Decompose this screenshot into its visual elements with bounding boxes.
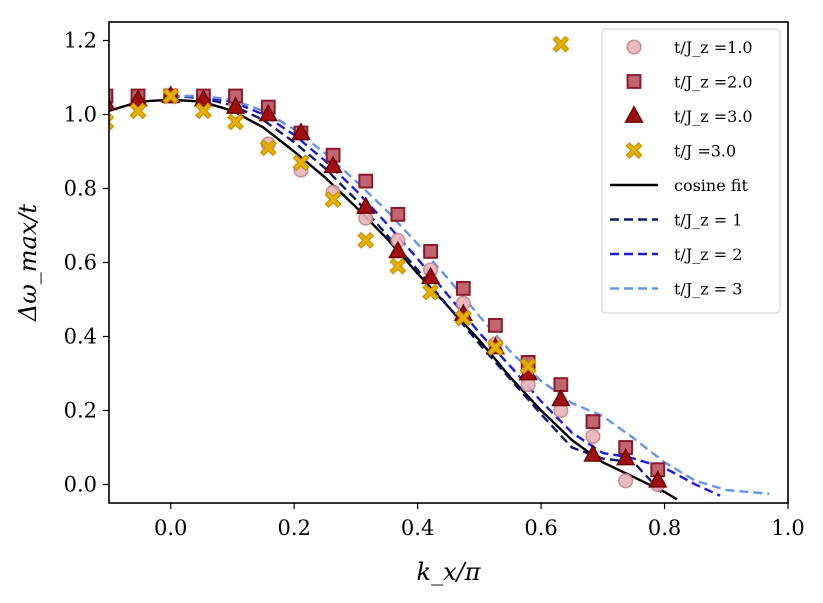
series-markers-3 [109,35,570,375]
legend-label-7: t/J_z = 3 [674,280,742,299]
data-point [585,428,601,444]
data-point [258,103,278,122]
x-tick-label: 0.2 [277,516,310,540]
data-point [225,96,246,114]
legend-swatch-0 [626,39,642,55]
legend-label-0: t/J_z =1.0 [674,38,753,57]
legend-box [601,28,781,314]
data-point [129,102,147,120]
data-point [488,318,503,333]
data-point [551,388,571,407]
data-point [420,266,441,285]
series-markers-0 [109,88,666,493]
data-point [193,89,214,107]
data-point [585,414,601,430]
x-axis-label: k_x/π [417,558,482,586]
data-point [583,444,603,462]
legend-swatch-3 [625,142,643,159]
data-point [194,102,212,120]
legend-swatch-2 [624,105,644,123]
data-point [357,231,375,249]
legend-label-5: t/J_z = 1 [674,211,742,230]
x-tick-label: 1.0 [771,516,804,540]
y-tick-label: 0.0 [64,473,97,497]
legend-swatch-1 [626,74,642,89]
data-point [648,470,668,488]
x-tick-label: 0.4 [401,516,434,540]
x-tick-label: 0.6 [524,516,557,540]
data-point [291,122,311,140]
data-point [292,154,310,172]
data-point [388,240,408,259]
data-point [323,155,343,174]
data-point [390,207,406,222]
data-point [259,139,277,157]
data-point [109,98,116,111]
y-tick-label: 0.6 [64,251,97,275]
legend-label-6: t/J_z = 2 [674,245,742,264]
data-point [455,281,471,296]
x-tick-label: 0.8 [648,516,681,540]
data-point [128,89,148,107]
x-axis-ticks: 0.0 0.2 0.4 0.6 0.8 1.0 [154,503,805,540]
data-point [519,357,537,375]
data-point [422,283,440,301]
data-point [358,173,374,189]
x-tick-label: 0.0 [154,516,187,540]
series-markers-2 [109,85,668,488]
series-markers [109,35,668,493]
series-line-5 [170,94,666,497]
data-point [486,339,504,357]
y-tick-label: 1.0 [64,103,97,127]
legend: t/J_z =1.0 t/J_z =2.0 t/J_z =3.0 t/J =3.0 co… [601,28,781,314]
data-point [454,309,472,327]
y-tick-label: 0.2 [64,399,97,423]
data-point [552,35,570,53]
data-point [109,113,115,131]
y-axis-label: Δω_max/t [14,204,42,323]
y-tick-label: 0.8 [64,177,97,201]
data-point [389,257,407,275]
legend-label-1: t/J_z =2.0 [674,73,753,92]
data-point [423,244,438,259]
y-tick-label: 1.2 [64,29,97,53]
data-point [324,191,342,209]
data-point [356,196,376,214]
data-point [615,447,636,466]
data-point [227,113,244,131]
y-axis-ticks: 0.0 0.2 0.4 0.6 0.8 1.0 1.2 [64,29,109,497]
legend-label-4: cosine fit [674,176,748,195]
legend-label-3: t/J =3.0 [674,142,736,161]
data-point [618,473,634,489]
data-point [109,88,114,104]
series-markers-1 [109,88,666,478]
legend-label-2: t/J_z =3.0 [674,107,753,126]
data-point [162,87,180,105]
y-tick-label: 0.4 [64,325,97,349]
